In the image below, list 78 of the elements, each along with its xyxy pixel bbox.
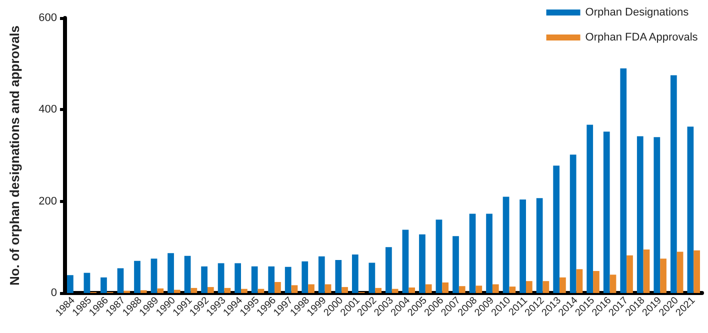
bar: [576, 269, 583, 293]
bar: [526, 281, 532, 293]
bar: [150, 258, 158, 293]
bar: [386, 247, 392, 293]
bar: [375, 288, 382, 293]
bar: [509, 286, 516, 293]
bar: [419, 234, 426, 293]
bar: [553, 166, 560, 293]
bar: [425, 284, 432, 293]
bar: [134, 260, 140, 293]
bar: [201, 266, 208, 293]
bar: [694, 250, 700, 293]
bar: [168, 253, 174, 293]
bar: [308, 284, 314, 293]
bar: [436, 220, 442, 293]
bar: [100, 277, 107, 293]
bar: [117, 268, 124, 293]
bar: [284, 266, 292, 293]
legend-label: Orphan FDA Approvals: [585, 32, 698, 44]
bar: [67, 275, 74, 293]
bar: [408, 288, 416, 293]
bar: [274, 282, 281, 293]
bar: [586, 124, 594, 293]
bar: [610, 274, 616, 293]
bar: [335, 260, 342, 293]
bar: [368, 262, 376, 293]
bar: [392, 288, 398, 293]
bar: [458, 286, 466, 293]
bar: [620, 68, 627, 293]
bar: [234, 263, 242, 293]
bar: [324, 284, 332, 293]
bar: [342, 287, 348, 293]
bar: [190, 288, 198, 293]
bar: [157, 288, 164, 293]
bar: [643, 249, 650, 293]
bar: [291, 285, 298, 293]
bar: [258, 288, 264, 293]
bar: [318, 256, 325, 293]
bar: [174, 290, 180, 293]
bar: [184, 256, 191, 293]
bar: [84, 272, 90, 293]
y-tick-label: 200: [38, 195, 57, 208]
bar: [593, 271, 600, 293]
bar: [676, 252, 684, 293]
bar: [687, 126, 694, 293]
y-tick-label: 400: [38, 104, 57, 116]
bar: [570, 154, 576, 293]
bar: [654, 137, 660, 293]
y-axis-title: No. of orphan designations and approvals: [7, 25, 22, 286]
bar: [502, 196, 510, 293]
bar: [402, 230, 409, 293]
bar: [560, 277, 566, 293]
y-tick-label: 0: [50, 287, 57, 299]
bar: [241, 288, 248, 293]
bar: [536, 198, 543, 293]
bar: [670, 75, 677, 293]
bar: [660, 258, 666, 293]
bar: [140, 290, 147, 293]
bar: [352, 254, 358, 293]
bar: [207, 287, 214, 293]
bar: [520, 200, 526, 293]
bar: [268, 266, 275, 293]
bar: [603, 132, 610, 293]
bar: [224, 288, 231, 293]
bar: [302, 261, 308, 293]
bar: [486, 214, 492, 293]
y-tick-label: 600: [38, 12, 57, 24]
bar: [251, 266, 258, 293]
legend-label: Orphan Designations: [585, 6, 690, 18]
bar: [626, 255, 633, 293]
bar: [542, 281, 550, 293]
bar: [476, 286, 482, 293]
bar: [218, 263, 224, 293]
bar: [469, 214, 476, 293]
bar: [452, 236, 459, 293]
bar: [492, 284, 499, 293]
bar: [442, 282, 449, 293]
bar: [636, 136, 644, 293]
